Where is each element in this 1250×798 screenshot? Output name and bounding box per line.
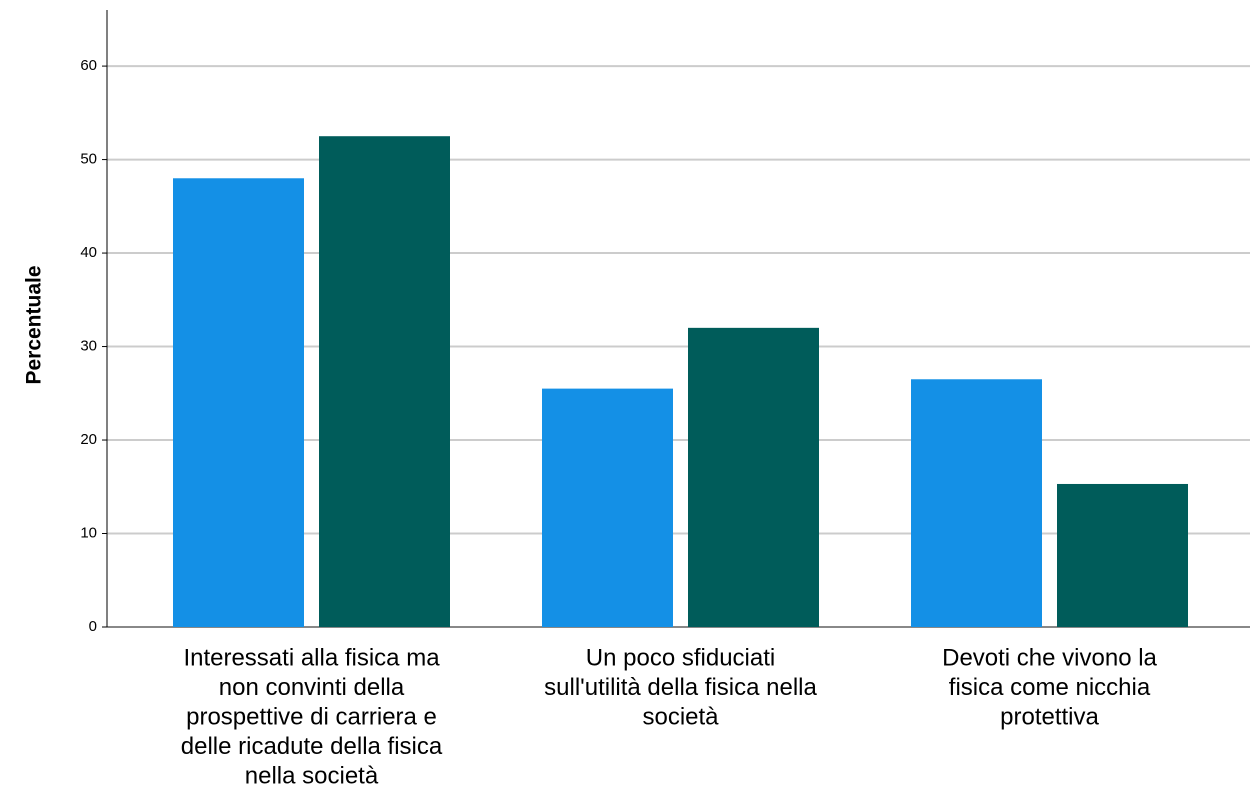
x-tick-label: non convinti della — [219, 674, 405, 701]
x-tick-label: Interessati alla fisica ma — [183, 644, 440, 671]
x-tick-label: protettiva — [1000, 703, 1099, 730]
y-axis-label: Percentuale — [23, 265, 46, 384]
bar — [1057, 483, 1188, 627]
x-tick-label: fisica come nicchia — [949, 674, 1151, 701]
x-tick-label: prospettive di carriera e — [186, 703, 437, 730]
y-tick-label: 20 — [80, 431, 97, 448]
y-tick-label: 60 — [80, 57, 97, 74]
y-tick-label: 0 — [89, 618, 97, 635]
bar — [319, 136, 450, 628]
x-tick-label: società — [642, 703, 719, 730]
bar — [542, 388, 673, 627]
bar — [688, 327, 819, 627]
y-tick-label: 50 — [80, 151, 97, 168]
y-tick-label: 10 — [80, 524, 97, 541]
x-tick-label: sull'utilità della fisica nella — [544, 674, 817, 701]
bar — [173, 178, 304, 628]
x-tick-label: Un poco sfiduciati — [586, 644, 775, 671]
x-tick-label: delle ricadute della fisica — [181, 733, 443, 760]
x-tick-label: Devoti che vivono la — [942, 644, 1157, 671]
y-tick-label: 40 — [80, 244, 97, 261]
bar — [911, 379, 1042, 627]
y-tick-label: 30 — [80, 338, 97, 355]
x-tick-label: nella società — [245, 762, 379, 789]
